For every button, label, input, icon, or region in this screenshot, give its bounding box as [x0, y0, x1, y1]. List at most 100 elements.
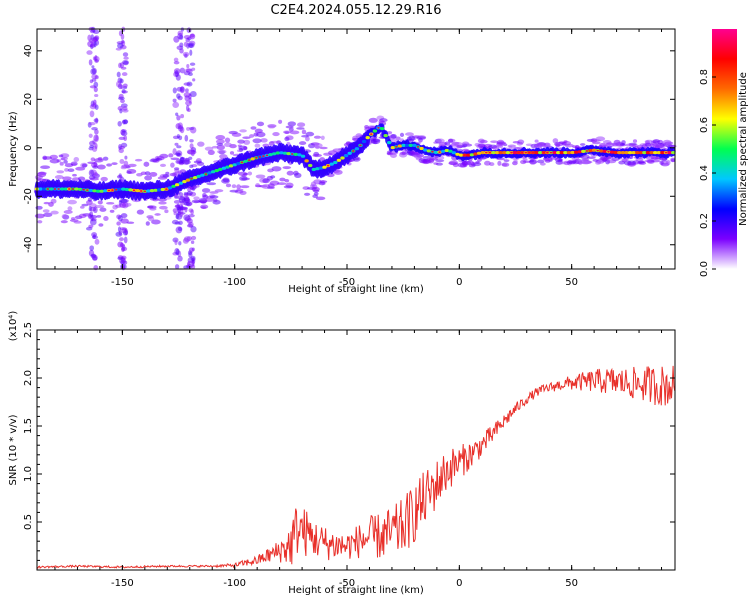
heatmap-cell: [72, 173, 77, 177]
heatmap-cell: [613, 150, 618, 155]
heatmap-cell: [118, 173, 122, 178]
heatmap-cell: [595, 136, 606, 142]
heatmap-cell: [121, 72, 128, 77]
colorbar-tick-label: 0.4: [699, 165, 710, 181]
heatmap-cell: [237, 149, 242, 152]
heatmap-cell: [60, 220, 68, 224]
heatmap-cell: [170, 157, 180, 161]
snr-multiplier: (x10⁴): [8, 311, 19, 342]
heatmap-cell: [441, 149, 446, 153]
heatmap-cell: [183, 70, 191, 76]
heatmap-cell: [173, 60, 180, 65]
heatmap-cell: [468, 164, 476, 168]
heatmap-cell: [365, 136, 370, 140]
heatmap-cell: [649, 151, 654, 155]
heatmap-cell: [68, 188, 71, 190]
heatmap-cell: [165, 188, 168, 191]
heatmap-cell: [63, 159, 68, 164]
heatmap-cell: [216, 142, 224, 146]
heatmap-cell: [215, 135, 226, 141]
heatmap-cell: [185, 178, 191, 182]
heatmap-cell: [444, 148, 449, 153]
heatmap-cell: [433, 162, 439, 165]
heatmap-cell: [149, 171, 158, 177]
heatmap-cell: [122, 108, 129, 113]
heatmap-cell: [537, 142, 546, 146]
heatmap-cell: [642, 151, 647, 155]
heatmap-cell: [364, 124, 369, 129]
heatmap-cell: [117, 215, 123, 222]
heatmap-cell: [542, 151, 546, 154]
heatmap-cell: [106, 163, 113, 167]
heatmap-cell: [179, 34, 184, 40]
heatmap-cell: [240, 161, 244, 164]
heatmap-cell: [322, 165, 327, 169]
heatmap-cell: [448, 138, 454, 143]
heatmap-cell: [282, 166, 292, 170]
heatmap-cell: [377, 127, 380, 129]
heatmap-cell: [183, 34, 191, 40]
heatmap-cell: [304, 159, 309, 163]
heatmap-cell: [488, 151, 492, 154]
heatmap-cell: [184, 95, 190, 102]
heatmap-cell: [212, 199, 221, 205]
heatmap-cell: [247, 171, 253, 176]
heatmap-cell: [186, 223, 194, 228]
heatmap-cell: [37, 171, 47, 178]
heatmap-cell: [266, 186, 275, 190]
heatmap-cell: [178, 125, 184, 132]
snr-panel: -150 -100 -50 0 50 0.5 1.0 1.5 2.0 2.5 Height of …: [8, 311, 676, 596]
heatmap-cell: [216, 144, 225, 151]
y-tick-label: 2.5: [23, 322, 34, 338]
heatmap-cell: [123, 260, 128, 265]
heatmap-cell: [359, 144, 362, 147]
heatmap-cell: [177, 255, 183, 262]
heatmap-cell: [311, 186, 320, 192]
spectrogram-xlabel: Height of straight line (km): [288, 284, 424, 295]
x-tick-label: -50: [339, 578, 355, 589]
heatmap-cell: [272, 152, 277, 156]
heatmap-cell: [67, 206, 73, 211]
heatmap-cell: [140, 171, 147, 176]
heatmap-cell: [89, 110, 95, 118]
heatmap-cell: [283, 130, 291, 134]
heatmap-cell: [517, 151, 520, 154]
heatmap-cell: [119, 108, 123, 114]
heatmap-cell: [118, 237, 125, 242]
x-tick-label: -100: [223, 578, 246, 589]
heatmap-cell: [352, 150, 355, 152]
heatmap-cell: [145, 221, 150, 226]
heatmap-cell: [97, 156, 103, 161]
snr-ylabel: SNR (10 * v/v): [8, 414, 19, 485]
heatmap-cell: [276, 182, 287, 185]
heatmap-cell: [190, 209, 194, 215]
heatmap-cell: [433, 150, 439, 154]
heatmap-cell: [401, 143, 406, 147]
heatmap-cell: [171, 184, 176, 188]
heatmap-cell: [123, 60, 129, 66]
heatmap-cell: [254, 128, 263, 134]
y-tick-label: 0: [23, 145, 34, 151]
heatmap-cell: [431, 150, 434, 153]
heatmap-cell: [178, 196, 186, 204]
heatmap-cell: [627, 151, 633, 155]
heatmap-cell: [183, 214, 191, 221]
heatmap-cell: [121, 129, 127, 133]
heatmap-cell: [118, 96, 125, 101]
spectrogram-ticks: -150 -100 -50 0 50 -40 -20 0 20 40: [23, 29, 675, 288]
heatmap-cell: [255, 183, 260, 188]
heatmap-cell: [405, 143, 410, 147]
heatmap-cell: [144, 171, 151, 176]
heatmap-cell: [121, 228, 127, 234]
heatmap-cell: [172, 101, 180, 109]
heatmap-cell: [189, 143, 194, 149]
heatmap-cell: [111, 162, 118, 166]
heatmap-cell: [455, 152, 460, 156]
heatmap-cell: [73, 220, 82, 224]
heatmap-cell: [496, 141, 507, 145]
heatmap-cell: [236, 184, 241, 190]
heatmap-cell: [635, 151, 640, 155]
heatmap-cell: [278, 119, 283, 124]
heatmap-cell: [408, 143, 413, 147]
heatmap-cell: [184, 157, 190, 165]
